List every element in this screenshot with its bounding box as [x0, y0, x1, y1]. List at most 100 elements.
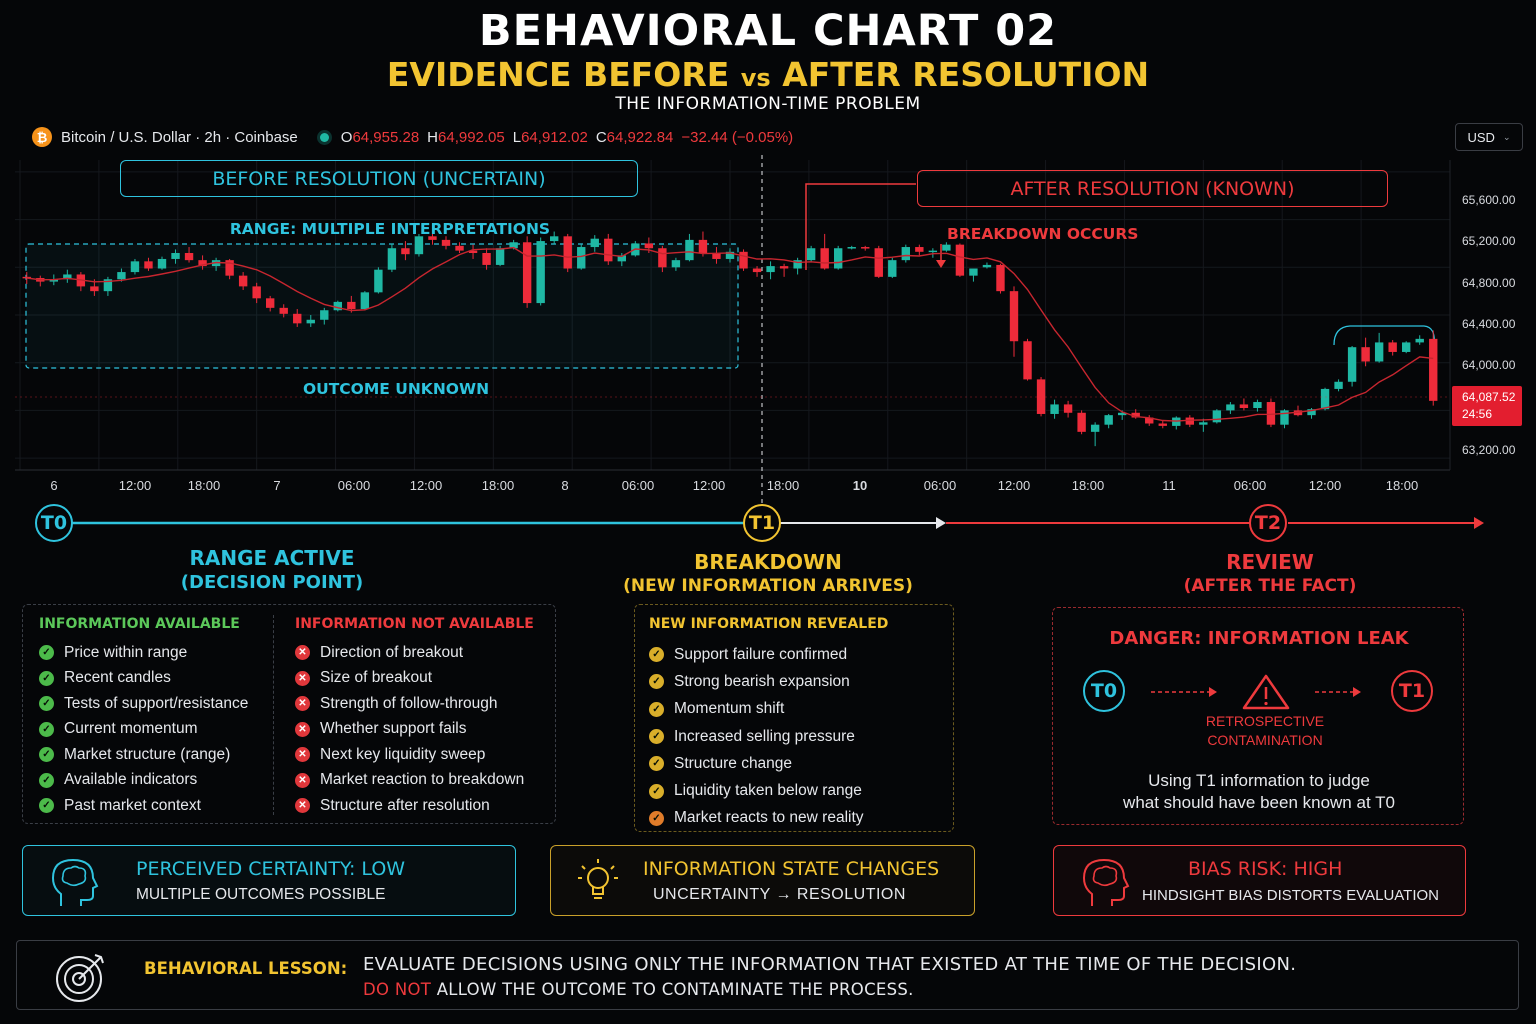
- page-tagline: THE INFORMATION-TIME PROBLEM: [615, 94, 921, 114]
- candle: [1226, 402, 1235, 414]
- rebound-bracket: [1333, 325, 1435, 395]
- leak-arrows: [1151, 674, 1361, 710]
- candle-body: [928, 250, 938, 253]
- candle: [1239, 398, 1249, 411]
- candle: [279, 304, 288, 318]
- bitcoin-icon: ₿: [32, 127, 52, 147]
- t1-circle: T1: [1391, 670, 1433, 712]
- symbol-label[interactable]: Bitcoin / U.S. Dollar · 2h · Coinbase: [61, 128, 298, 146]
- candle: [766, 261, 775, 280]
- cross-icon: ✕: [295, 772, 310, 788]
- time-tick: 10: [852, 478, 868, 493]
- chevron-down-icon: ⌄: [1502, 131, 1511, 142]
- mid-section-title: BREAKDOWN: [694, 550, 842, 574]
- candle-body: [130, 261, 140, 273]
- lesson-line1: EVALUATE DECISIONS USING ONLY THE INFORM…: [363, 954, 1297, 975]
- t0-marker: [35, 504, 73, 542]
- list-item: ✓ Market structure (range): [39, 742, 248, 768]
- new-information-panel: NEW INFORMATION REVEALED ✓ Support failur…: [634, 604, 954, 832]
- before-resolution-label: BEFORE RESOLUTION (UNCERTAIN): [120, 160, 638, 197]
- candle: [428, 230, 437, 245]
- lesson-bar: BEHAVIORAL LESSON: EVALUATE DECISIONS US…: [16, 940, 1519, 1010]
- time-tick: 06:00: [923, 478, 957, 493]
- mid-section-subtitle: (NEW INFORMATION ARRIVES): [623, 576, 913, 596]
- ticker-bar: ₿ Bitcoin / U.S. Dollar · 2h · Coinbase …: [32, 126, 793, 148]
- candle-body: [509, 242, 518, 249]
- candle: [1009, 286, 1019, 357]
- lesson-label: BEHAVIORAL LESSON:: [144, 959, 348, 978]
- candle: [1050, 399, 1059, 419]
- candle: [969, 268, 978, 282]
- candle: [577, 244, 586, 270]
- candle-body: [1023, 341, 1032, 380]
- price-tick: 64,000.00: [1462, 358, 1516, 372]
- candle: [22, 272, 31, 284]
- candle-body: [1266, 402, 1276, 425]
- candle: [1077, 410, 1086, 435]
- price-tick: 64,400.00: [1462, 317, 1516, 331]
- candle-body: [604, 238, 613, 262]
- information-state-title: INFORMATION STATE CHANGES: [643, 858, 940, 880]
- cross-icon: ✕: [295, 645, 310, 661]
- lesson-do-not: DO NOT: [363, 980, 432, 999]
- candle-body: [63, 274, 72, 280]
- low-label: L: [512, 128, 522, 146]
- candle: [1334, 379, 1343, 392]
- candle: [536, 237, 545, 306]
- check-icon: ✓: [649, 647, 664, 663]
- candle-body: [265, 298, 275, 308]
- candle: [184, 247, 194, 263]
- candle: [847, 245, 856, 250]
- check-icon: ✓: [39, 670, 54, 686]
- check-icon: ✓: [39, 645, 54, 661]
- candle-body: [1212, 410, 1222, 423]
- time-tick: 06:00: [337, 478, 371, 493]
- candle: [955, 243, 965, 277]
- candle-body: [779, 266, 789, 269]
- revealed-list: ✓ Support failure confirmed ✓ Strong beari…: [649, 641, 888, 832]
- status-dot-icon: [319, 132, 329, 142]
- candle-body: [833, 248, 843, 269]
- candle-body: [1226, 404, 1235, 411]
- list-item: ✕ Structure after resolution: [295, 793, 534, 819]
- left-section-title: RANGE ACTIVE: [189, 546, 355, 570]
- check-icon: ✓: [39, 721, 54, 737]
- cross-icon: ✕: [295, 670, 310, 686]
- candle-body: [347, 301, 356, 310]
- outcome-unknown-label: OUTCOME UNKNOWN: [302, 380, 490, 398]
- candle-body: [252, 286, 261, 299]
- candle-body: [238, 275, 248, 287]
- candle-body: [1009, 291, 1019, 342]
- candle: [63, 269, 72, 283]
- candle: [360, 291, 370, 311]
- candle: [590, 235, 599, 252]
- candle: [1401, 341, 1411, 354]
- candle: [549, 231, 559, 245]
- candle-body: [942, 244, 951, 251]
- candle: [455, 242, 464, 253]
- currency-select[interactable]: USD ⌄: [1455, 123, 1523, 151]
- candle: [901, 244, 911, 263]
- candle: [320, 307, 329, 325]
- candle-body: [1320, 388, 1330, 410]
- time-tick: 12:00: [1308, 478, 1342, 493]
- candle-body: [1388, 342, 1397, 352]
- check-icon: ✓: [649, 810, 664, 826]
- candle-body: [1361, 347, 1370, 362]
- candle-body: [306, 319, 315, 324]
- list-item: ✕ Strength of follow-through: [295, 691, 534, 717]
- candle-body: [482, 253, 491, 265]
- bias-risk-subtitle: HINDSIGHT BIAS DISTORTS EVALUATION: [1142, 887, 1440, 904]
- candle: [820, 233, 829, 270]
- list-item: ✓ Liquidity taken below range: [649, 777, 888, 804]
- candle: [1104, 413, 1113, 429]
- t0-circle: T0: [1083, 670, 1125, 712]
- list-item: ✕ Direction of breakout: [295, 640, 534, 666]
- candle: [522, 236, 532, 308]
- chart-grid: [15, 160, 1450, 470]
- candle-body: [955, 244, 965, 276]
- candle-body: [901, 247, 911, 261]
- close-label: C: [595, 128, 607, 146]
- price-tick: 63,200.00: [1462, 443, 1516, 457]
